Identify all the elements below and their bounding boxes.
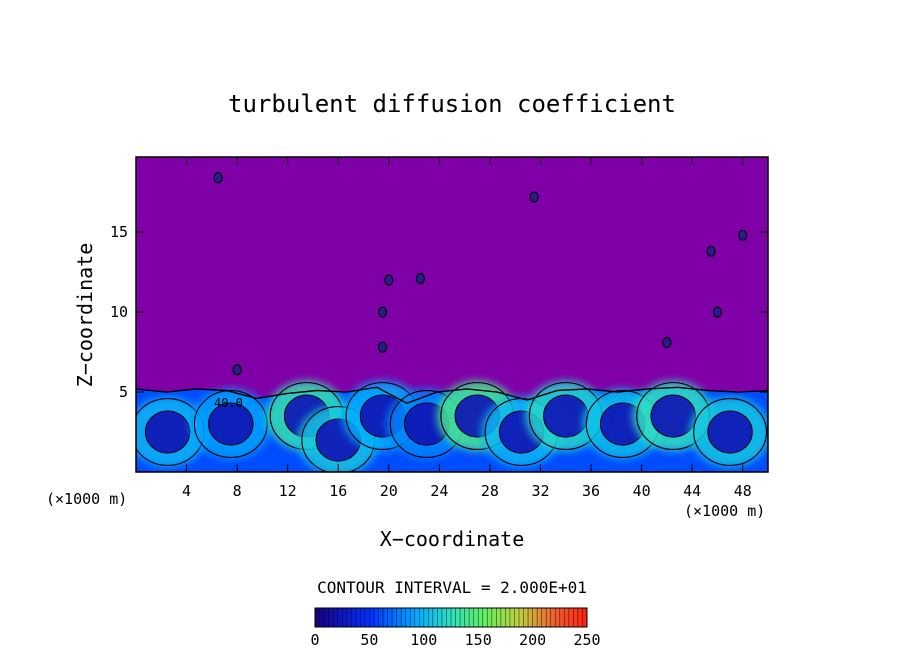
isolated-patch [377,341,388,353]
colorbar-tick-label: 0 [310,631,319,649]
eddy-contour [193,390,268,458]
eddy-contour [693,398,768,466]
eddy-core [145,410,190,454]
x-tick-label: 24 [430,482,448,500]
x-tick-label: 36 [582,482,600,500]
x-tick-label: 8 [233,482,242,500]
isolated-patch [232,364,242,376]
eddy-core-contour [144,410,191,454]
y-axis-label: Z−coordinate [73,243,97,388]
isolated-patch [384,274,394,286]
colorbar: 0 50 100 150 200 250 [310,607,601,649]
x-tick-label: 40 [633,482,651,500]
colorbar-tick-label: 100 [410,631,437,649]
x-tick-label: 32 [531,482,549,500]
isolated-patch [529,191,539,203]
y-tick-label: 5 [119,383,128,401]
contour-label: 40.0 [214,396,243,410]
eddy-core [707,410,753,454]
x-tick-label: 44 [683,482,701,500]
x-axis-label: X−coordinate [380,527,525,551]
x-tick-label: 28 [481,482,499,500]
y-axis-ticks: 5 10 15 [110,223,768,401]
x-tick-label: 20 [380,482,398,500]
layer-top-contour [136,386,768,472]
isolated-patches [213,172,748,376]
isolated-patch [662,336,672,349]
y-tick-label: 15 [110,223,128,241]
colorbar-tick-label: 250 [573,631,600,649]
isolated-patch [712,306,723,318]
y-tick-label: 10 [110,303,128,321]
isolated-patch [738,229,748,241]
x-unit-right: (×1000 m) [684,502,765,520]
x-tick-label: 48 [734,482,752,500]
x-tick-label: 16 [329,482,347,500]
eddy-core [650,394,696,438]
colorbar-tick-label: 200 [519,631,546,649]
isolated-patch [415,272,425,285]
x-axis-ticks: 4 8 12 16 20 24 28 32 36 40 44 48 [182,157,752,500]
isolated-patch [377,306,388,318]
colorbar-ticks: 0 50 100 150 200 250 [310,631,600,649]
plot-frame [135,156,769,473]
colorbar-tick-label: 150 [465,631,492,649]
isolated-patch [213,172,223,184]
x-tick-label: 4 [182,482,191,500]
x-tick-label: 12 [279,482,297,500]
isolated-patch [706,245,716,257]
eddy-core [208,402,254,446]
eddy-core [543,394,589,438]
turbulent-field [136,380,768,472]
contour-interval-text: CONTOUR INTERVAL = 2.000E+01 [317,578,587,597]
colorbar-tick-label: 50 [360,631,378,649]
colorbar-contour-lines [319,608,583,627]
eddy-core-contour [208,402,254,446]
eddy-core-contour [707,410,753,454]
chart-title: turbulent diffusion coefficient [228,90,676,118]
x-unit-left: (×1000 m) [46,490,127,508]
